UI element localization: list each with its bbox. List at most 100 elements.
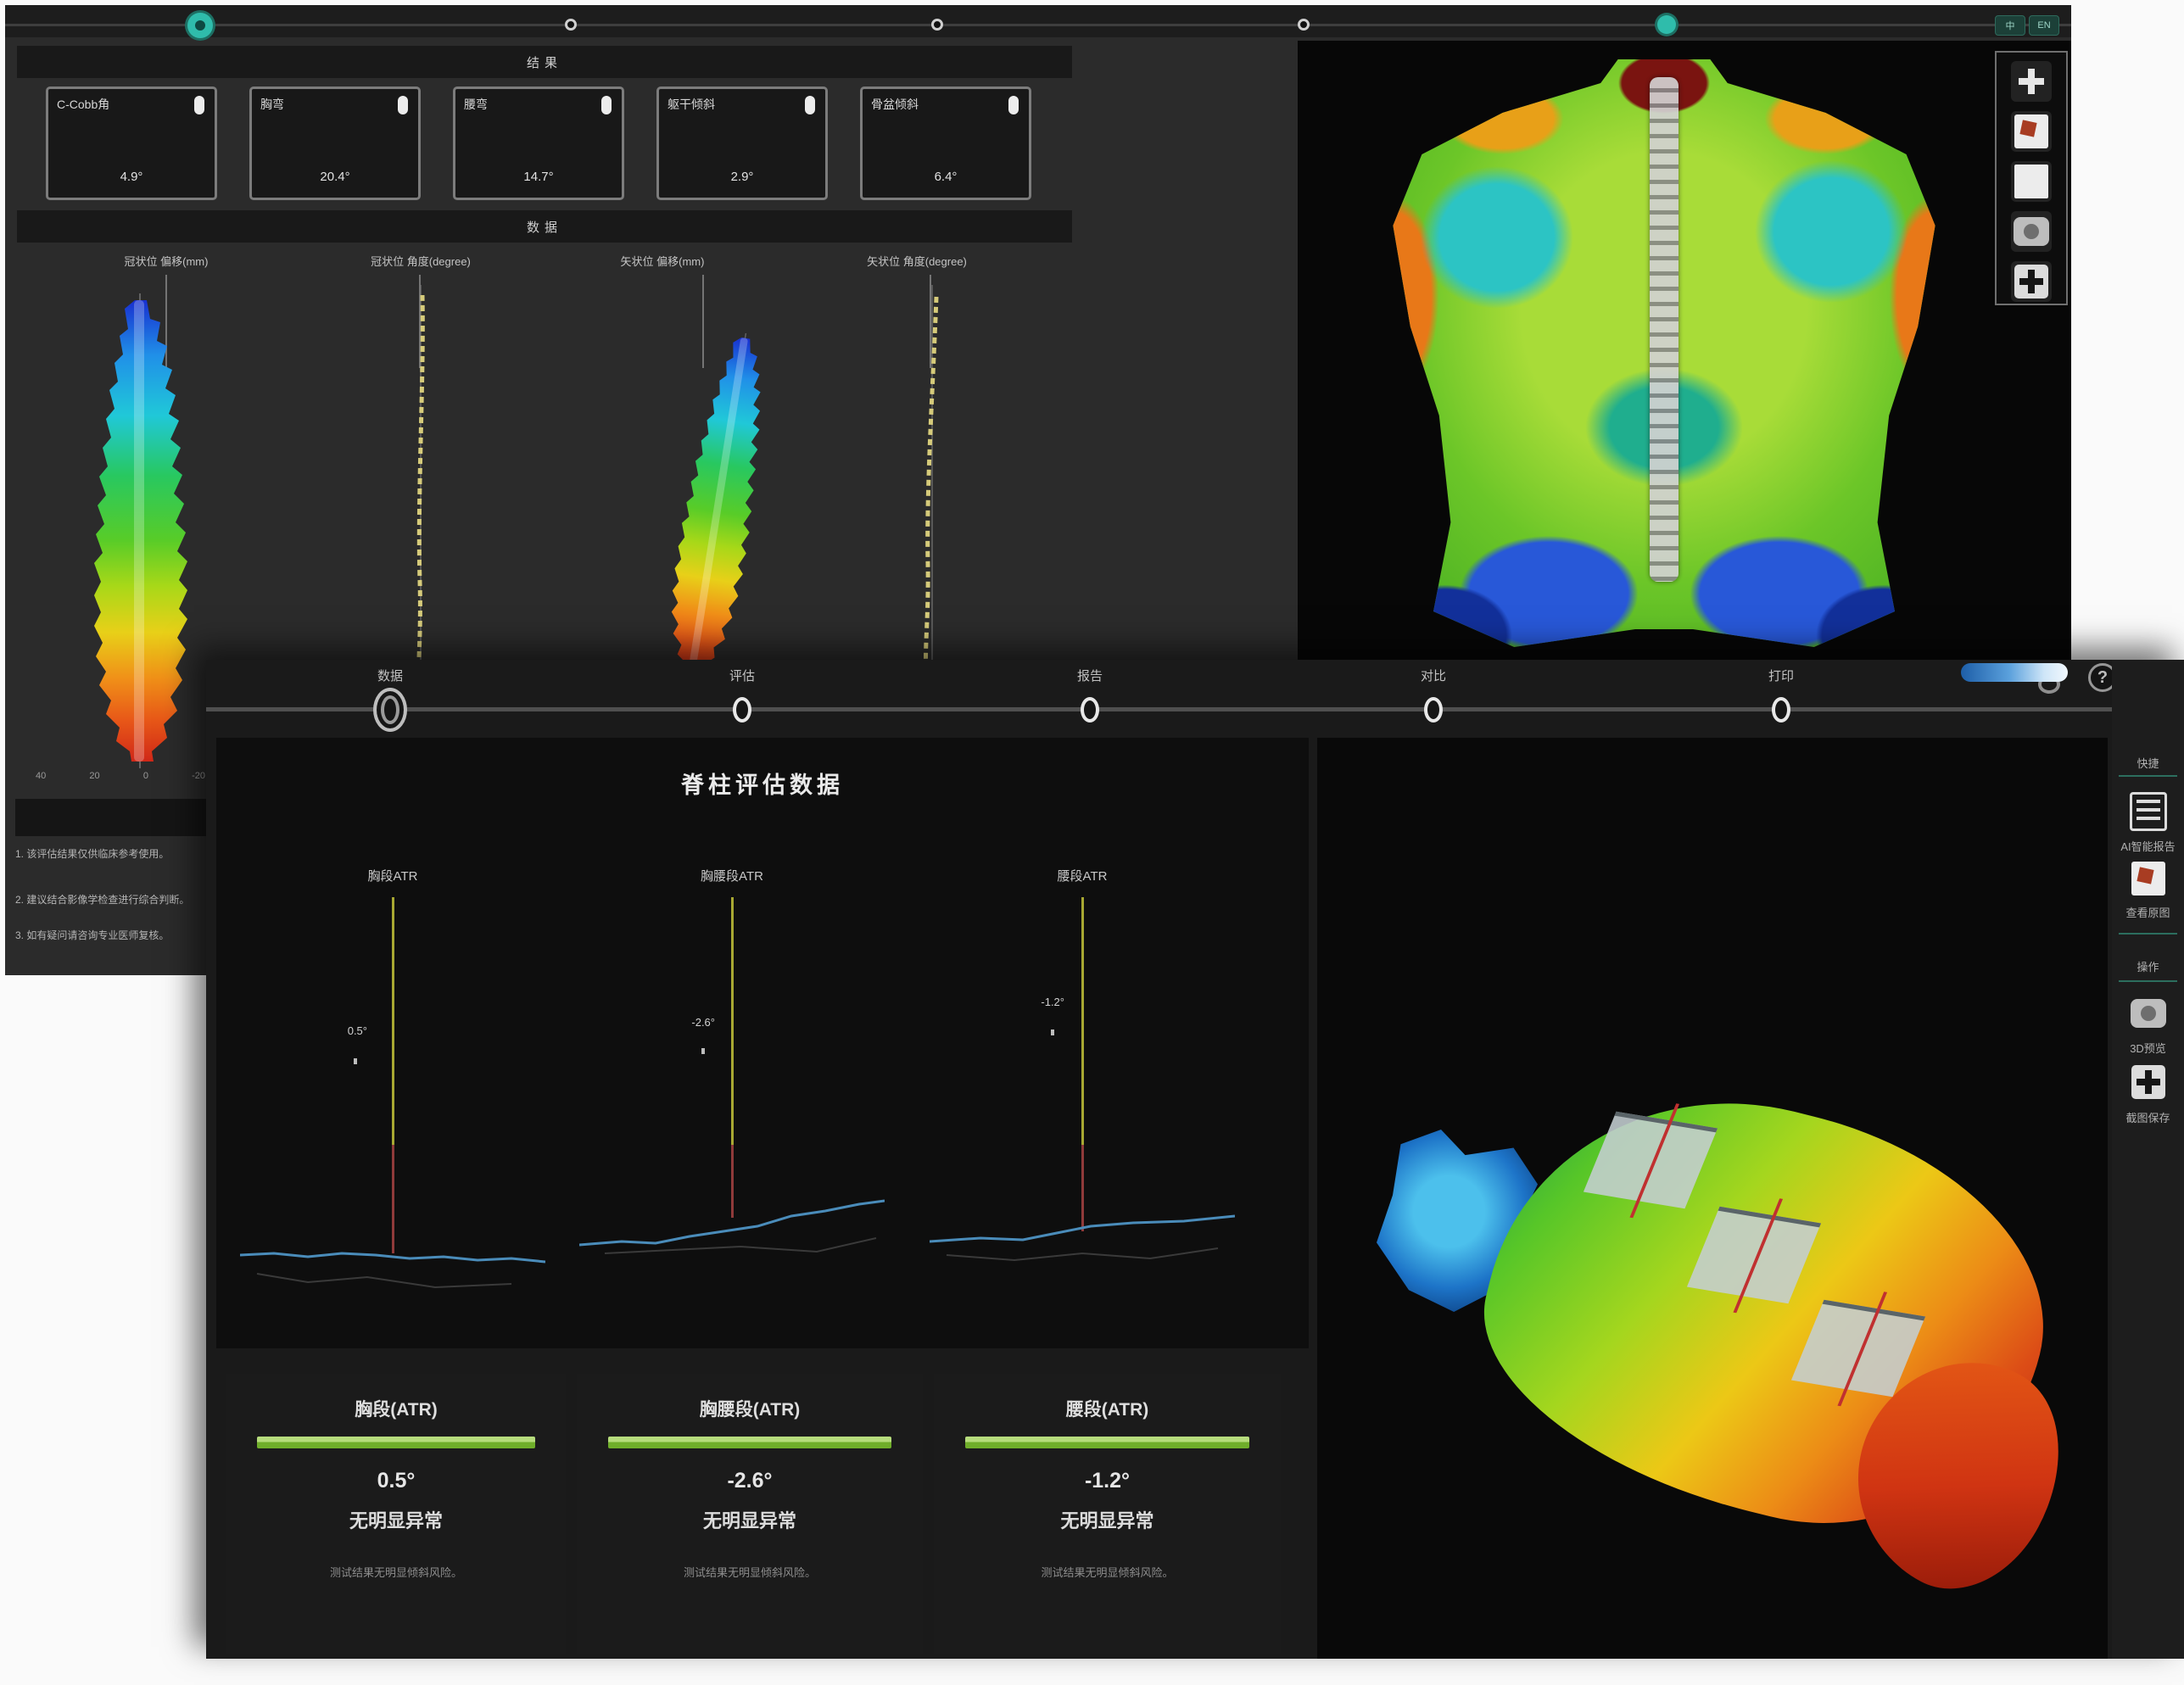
snapshot-label[interactable]: 截图保存 — [2125, 1112, 2170, 1124]
spine-evaluation-window: 数据 评估 报告 对比 打印 ? 脊柱评估数据 胸段ATR 胸腰段ATR 腰段A… — [206, 660, 2184, 1659]
surface-baseline-2 — [579, 1199, 885, 1254]
metric-box-lumbar: 腰弯 14.7° — [453, 86, 624, 200]
add-measure-button[interactable] — [2011, 61, 2052, 102]
angle-marker — [354, 1058, 357, 1064]
atr-card-lumbar[interactable]: 腰段(ATR) -1.2° 无明显异常 测试结果无明显倾斜风险。 — [934, 1374, 1281, 1654]
atr-chart-title-3: 腰段ATR — [1057, 869, 1108, 884]
step-node-2[interactable] — [733, 697, 751, 723]
card-note: 测试结果无明显倾斜风险。 — [683, 1566, 816, 1579]
atr-cards-row: 胸段(ATR) 0.5° 无明显异常 测试结果无明显倾斜风险。 胸腰段(ATR)… — [206, 1374, 1319, 1659]
report-view-button[interactable] — [2011, 161, 2052, 202]
angle-annotation-1: 0.5° — [347, 1024, 367, 1037]
axis-line-red — [392, 1145, 394, 1253]
step-label-3[interactable]: 报告 — [1076, 669, 1103, 683]
snapshot-button[interactable] — [2131, 1065, 2165, 1099]
step-node-4[interactable] — [1298, 19, 1310, 31]
metric-label: 骨盆倾斜 — [871, 98, 919, 111]
atr-charts-panel: 脊柱评估数据 胸段ATR 胸腰段ATR 腰段ATR 0.5° -2.6° -1.… — [216, 738, 1309, 1348]
stepper-track — [5, 24, 2071, 26]
notes-divider — [15, 799, 207, 836]
spine-line-coronal[interactable] — [391, 285, 450, 709]
metric-label: 腰弯 — [464, 98, 488, 111]
ai-report-button[interactable] — [2129, 792, 2167, 831]
card-status: 无明显异常 — [1060, 1510, 1154, 1532]
step-node-1[interactable] — [187, 13, 213, 38]
language-en[interactable]: EN — [2029, 15, 2059, 36]
view-image-button[interactable] — [2131, 862, 2165, 896]
spine-line-sagittal[interactable] — [902, 285, 962, 675]
spine-chart-title-4: 矢状位 角度(degree) — [867, 255, 967, 268]
document-icon — [2014, 165, 2048, 198]
tick: -20 — [192, 771, 205, 781]
angle-annotation-2: -2.6° — [691, 1016, 715, 1029]
question-icon: ? — [2097, 667, 2109, 687]
scan-3d-viewport[interactable] — [1317, 738, 2108, 1659]
step-node-5[interactable] — [1657, 15, 1676, 34]
divider — [2119, 980, 2177, 982]
progress-bar — [1961, 663, 2068, 682]
spine-model-coronal[interactable] — [86, 293, 196, 768]
angle-marker — [701, 1048, 705, 1054]
step-label-4[interactable]: 对比 — [1420, 669, 1446, 683]
assessment-results-window: 中 EN 结果 C-Cobb角 4.9° 胸弯 20.4° 腰弯 14.7° 躯… — [5, 5, 2071, 975]
axis-line-red — [731, 1145, 734, 1218]
metric-label: 胸弯 — [260, 98, 284, 111]
spine-chart-title-3: 矢状位 偏移(mm) — [620, 255, 705, 268]
metric-value: 14.7° — [523, 170, 554, 184]
metric-box-trunk-tilt: 躯干倾斜 2.9° — [656, 86, 828, 200]
divider — [2119, 775, 2177, 777]
note-item: 1. 该评估结果仅供临床参考使用。 — [15, 848, 170, 860]
metric-label: C-Cobb角 — [57, 98, 110, 111]
metric-toggle-icon[interactable] — [194, 96, 204, 114]
back-window-stepper — [5, 5, 2071, 38]
step-label-2[interactable]: 评估 — [729, 669, 755, 683]
axis-line-red — [1081, 1145, 1084, 1231]
data-section-header: 数据 — [17, 210, 1072, 243]
atr-card-thoracic[interactable]: 胸段(ATR) 0.5° 无明显异常 测试结果无明显倾斜风险。 — [226, 1374, 566, 1654]
report-list-icon — [2129, 792, 2167, 831]
step-node-4[interactable] — [1424, 697, 1443, 723]
front-sidebar: 快捷 AI智能报告 查看原图 操作 3D预览 截图保存 — [2112, 660, 2184, 1659]
tick: 20 — [89, 771, 100, 781]
metric-box-pelvis-tilt: 骨盆倾斜 6.4° — [860, 86, 1031, 200]
heatmap-view-button[interactable] — [2011, 111, 2052, 152]
language-toggle[interactable]: 中 EN — [1995, 15, 2059, 36]
camera-button[interactable] — [2011, 211, 2052, 252]
torso-heatmap — [1393, 59, 1935, 647]
metric-toggle-icon[interactable] — [398, 96, 408, 114]
note-item: 2. 建议结合影像学检查进行综合判断。 — [15, 894, 190, 906]
image-icon — [2131, 862, 2165, 896]
metric-value: 2.9° — [730, 170, 754, 184]
plus-icon — [2019, 69, 2044, 94]
notes-list: 1. 该评估结果仅供临床参考使用。 2. 建议结合影像学检查进行综合判断。 3.… — [15, 840, 207, 967]
results-section-header: 结果 — [17, 46, 1072, 78]
card-title: 胸腰段(ATR) — [699, 1400, 801, 1420]
step-label-1[interactable]: 数据 — [377, 669, 403, 683]
plumb-line — [702, 275, 704, 368]
metric-value: 6.4° — [934, 170, 958, 184]
fullscreen-button[interactable] — [2011, 261, 2052, 302]
atr-card-thoracolumbar[interactable]: 胸腰段(ATR) -2.6° 无明显异常 测试结果无明显倾斜风险。 — [577, 1374, 923, 1654]
preview-3d-label[interactable]: 3D预览 — [2130, 1042, 2166, 1055]
preview-3d-button[interactable] — [2130, 999, 2166, 1028]
card-value: -2.6° — [727, 1469, 773, 1493]
step-node-3[interactable] — [931, 19, 943, 31]
spine-chart-title-1: 冠状位 偏移(mm) — [124, 255, 209, 268]
metric-toggle-icon[interactable] — [805, 96, 815, 114]
card-title: 胸段(ATR) — [355, 1400, 438, 1420]
view-image-label[interactable]: 查看原图 — [2125, 907, 2170, 919]
card-note: 测试结果无明显倾斜风险。 — [329, 1566, 462, 1579]
snapshot-cross-icon — [2131, 1065, 2165, 1099]
tick: 0 — [142, 771, 148, 781]
spine-model-sagittal[interactable] — [638, 325, 802, 685]
step-label-5[interactable]: 打印 — [1768, 669, 1794, 683]
metric-toggle-icon[interactable] — [601, 96, 612, 114]
ai-report-label[interactable]: AI智能报告 — [2120, 840, 2176, 853]
step-node-2[interactable] — [565, 19, 577, 31]
step-node-1-active[interactable] — [373, 688, 407, 732]
divider — [2119, 933, 2177, 935]
metric-toggle-icon[interactable] — [1008, 96, 1019, 114]
language-zh[interactable]: 中 — [1995, 15, 2025, 36]
step-node-3[interactable] — [1081, 697, 1099, 723]
step-node-5[interactable] — [1772, 697, 1790, 723]
